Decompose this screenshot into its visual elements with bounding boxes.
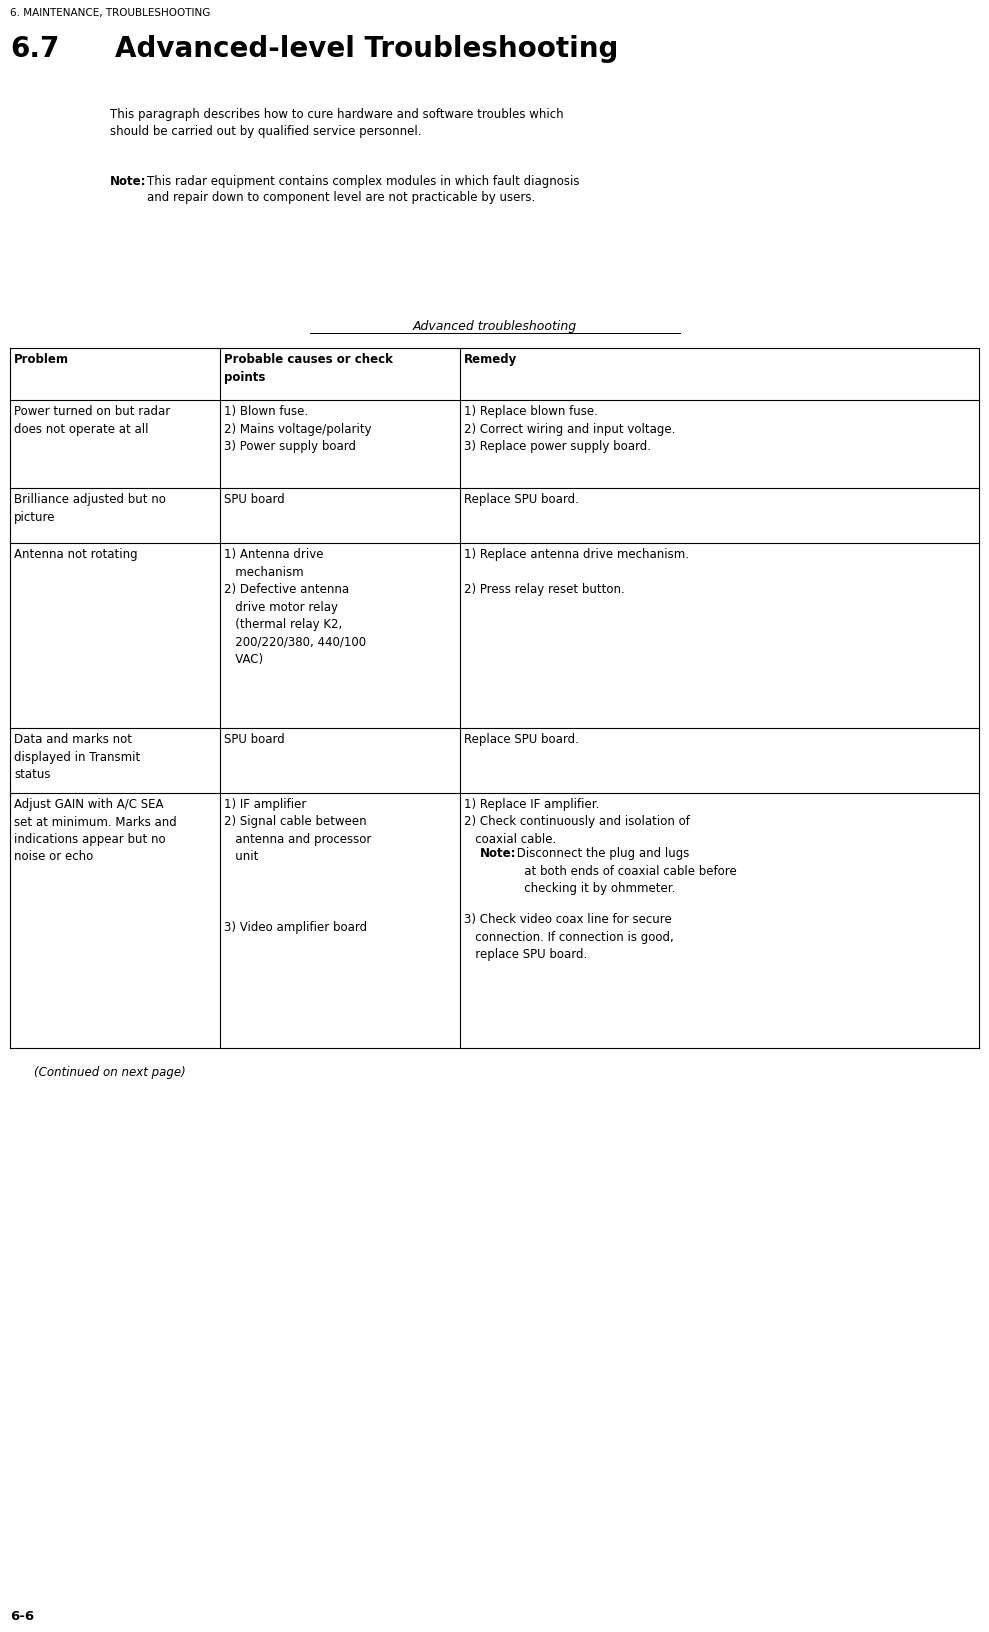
Text: 1) Blown fuse.
2) Mains voltage/polarity
3) Power supply board: 1) Blown fuse. 2) Mains voltage/polarity… [224, 405, 372, 454]
Text: Power turned on but radar
does not operate at all: Power turned on but radar does not opera… [14, 405, 170, 436]
Text: SPU board: SPU board [224, 493, 285, 506]
Text: 6-6: 6-6 [10, 1611, 35, 1622]
Text: 1) Replace blown fuse.
2) Correct wiring and input voltage.
3) Replace power sup: 1) Replace blown fuse. 2) Correct wiring… [464, 405, 675, 454]
Text: 1) Replace IF amplifier.
2) Check continuously and isolation of
   coaxial cable: 1) Replace IF amplifier. 2) Check contin… [464, 798, 690, 863]
Text: Replace SPU board.: Replace SPU board. [464, 493, 579, 506]
Text: Remedy: Remedy [464, 353, 517, 366]
Text: Antenna not rotating: Antenna not rotating [14, 548, 137, 561]
Text: and repair down to component level are not practicable by users.: and repair down to component level are n… [147, 191, 535, 204]
Text: SPU board: SPU board [224, 733, 285, 746]
Text: 3) Check video coax line for secure
   connection. If connection is good,
   rep: 3) Check video coax line for secure conn… [464, 912, 674, 961]
Text: Advanced-level Troubleshooting: Advanced-level Troubleshooting [115, 34, 618, 64]
Text: 6.7: 6.7 [10, 34, 59, 64]
Text: Problem: Problem [14, 353, 69, 366]
Text: Note:: Note: [110, 175, 146, 188]
Text: This paragraph describes how to cure hardware and software troubles which: This paragraph describes how to cure har… [110, 108, 564, 121]
Text: Data and marks not
displayed in Transmit
status: Data and marks not displayed in Transmit… [14, 733, 140, 782]
Text: (Continued on next page): (Continued on next page) [34, 1066, 186, 1079]
Text: Note:: Note: [480, 847, 516, 860]
Text: Brilliance adjusted but no
picture: Brilliance adjusted but no picture [14, 493, 166, 524]
Text: 1) Antenna drive
   mechanism
2) Defective antenna
   drive motor relay
   (ther: 1) Antenna drive mechanism 2) Defective … [224, 548, 366, 666]
Text: Probable causes or check
points: Probable causes or check points [224, 353, 393, 384]
Text: should be carried out by qualified service personnel.: should be carried out by qualified servi… [110, 126, 421, 139]
Text: This radar equipment contains complex modules in which fault diagnosis: This radar equipment contains complex mo… [147, 175, 580, 188]
Text: 1) Replace antenna drive mechanism.

2) Press relay reset button.: 1) Replace antenna drive mechanism. 2) P… [464, 548, 689, 596]
Text: Advanced troubleshooting: Advanced troubleshooting [412, 320, 577, 333]
Text: Replace SPU board.: Replace SPU board. [464, 733, 579, 746]
Text: Disconnect the plug and lugs
   at both ends of coaxial cable before
   checking: Disconnect the plug and lugs at both end… [512, 847, 737, 896]
Text: 6. MAINTENANCE, TROUBLESHOOTING: 6. MAINTENANCE, TROUBLESHOOTING [10, 8, 211, 18]
Text: 1) IF amplifier
2) Signal cable between
   antenna and processor
   unit



3) V: 1) IF amplifier 2) Signal cable between … [224, 798, 372, 934]
Text: Adjust GAIN with A/C SEA
set at minimum. Marks and
indications appear but no
noi: Adjust GAIN with A/C SEA set at minimum.… [14, 798, 177, 863]
